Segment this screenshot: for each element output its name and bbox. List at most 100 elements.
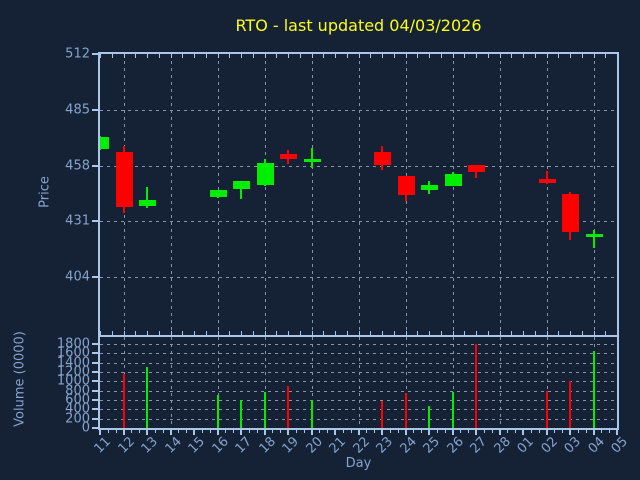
- top-minor-tick: [547, 54, 548, 58]
- x-tick-label: 14: [162, 434, 185, 457]
- candle-body: [444, 173, 462, 187]
- boundary-minor-tick: [500, 331, 501, 335]
- volume-tick: [92, 417, 98, 420]
- horizontal-gridline: [100, 391, 617, 392]
- x-tick-label: 01: [514, 434, 537, 457]
- vertical-gridline: [218, 337, 219, 428]
- boundary-minor-tick: [112, 331, 113, 335]
- top-minor-tick: [464, 54, 465, 58]
- x-tick: [569, 430, 571, 435]
- x-tick-label: 28: [491, 434, 514, 457]
- boundary-minor-tick: [335, 331, 336, 335]
- chart-title: RTO - last updated 04/03/2026: [235, 16, 482, 35]
- x-tick-label: 26: [444, 434, 467, 457]
- x-minor-tick: [178, 430, 180, 433]
- volume-bar: [428, 405, 430, 428]
- boundary-minor-tick: [276, 331, 277, 335]
- x-tick: [404, 430, 407, 435]
- x-tick: [451, 430, 454, 435]
- top-minor-tick: [570, 54, 571, 58]
- x-minor-tick: [366, 430, 368, 433]
- horizontal-gridline: [100, 400, 617, 401]
- top-minor-tick: [206, 54, 207, 58]
- top-minor-tick: [229, 54, 230, 58]
- top-minor-tick: [453, 54, 454, 58]
- volume-tick-label: 400: [65, 401, 90, 417]
- candle-body: [233, 181, 250, 190]
- boundary-minor-tick: [135, 331, 136, 335]
- x-minor-tick: [421, 430, 423, 433]
- x-minor-tick: [342, 430, 344, 433]
- top-minor-tick: [182, 54, 183, 58]
- x-tick-label: 27: [467, 434, 490, 457]
- x-tick-label: 11: [91, 434, 114, 457]
- x-minor-tick: [507, 430, 509, 433]
- x-tick: [522, 430, 524, 435]
- candle-wick: [240, 181, 242, 199]
- x-minor-tick: [374, 430, 376, 433]
- top-minor-tick: [194, 54, 195, 58]
- x-minor-tick: [609, 430, 611, 433]
- boundary-minor-tick: [323, 331, 324, 335]
- vertical-gridline: [453, 337, 454, 428]
- x-tick-label: 19: [279, 434, 302, 457]
- x-minor-tick: [538, 430, 540, 433]
- x-minor-tick: [248, 430, 250, 433]
- x-minor-tick: [444, 430, 446, 433]
- volume-bar: [263, 391, 266, 428]
- boundary-minor-tick: [265, 331, 266, 335]
- volume-tick-label: 1800: [56, 336, 90, 352]
- boundary-minor-tick: [347, 331, 348, 335]
- x-minor-tick: [225, 430, 227, 433]
- x-minor-tick: [295, 430, 297, 433]
- boundary-minor-tick: [194, 331, 195, 335]
- x-tick-label: 25: [420, 434, 443, 457]
- price-tick: [92, 164, 98, 167]
- x-tick-label: 12: [115, 434, 138, 457]
- top-minor-tick: [265, 54, 266, 58]
- x-tick: [475, 430, 477, 435]
- x-tick: [240, 430, 242, 435]
- price-panel: [98, 52, 619, 337]
- top-minor-tick: [594, 54, 595, 58]
- candle-body: [100, 136, 109, 150]
- boundary-minor-tick: [464, 331, 465, 335]
- boundary-minor-tick: [370, 331, 371, 335]
- x-tick-label: 23: [373, 434, 396, 457]
- x-minor-tick: [139, 430, 141, 433]
- x-tick-label: 21: [326, 434, 349, 457]
- top-minor-tick: [535, 54, 536, 58]
- top-minor-tick: [323, 54, 324, 58]
- vertical-gridline: [312, 337, 313, 428]
- horizontal-gridline: [100, 166, 617, 167]
- top-minor-tick: [582, 54, 583, 58]
- boundary-minor-tick: [558, 331, 559, 335]
- volume-tick: [92, 389, 98, 392]
- boundary-minor-tick: [594, 331, 595, 335]
- volume-bar: [310, 400, 313, 428]
- volume-panel: [98, 337, 619, 430]
- volume-tick-label: 1200: [56, 364, 90, 380]
- candle-body: [538, 179, 556, 184]
- volume-tick: [92, 343, 98, 345]
- top-minor-tick: [500, 54, 501, 58]
- x-minor-tick: [272, 430, 274, 433]
- x-tick-label: 16: [209, 434, 232, 457]
- x-tick: [498, 430, 501, 435]
- vertical-gridline: [453, 54, 454, 335]
- top-minor-tick: [476, 54, 477, 58]
- x-minor-tick: [562, 430, 564, 433]
- volume-tick-label: 0: [81, 420, 90, 436]
- x-tick: [99, 430, 101, 435]
- vertical-gridline: [171, 54, 172, 335]
- x-tick: [146, 430, 148, 435]
- boundary-minor-tick: [100, 331, 101, 335]
- x-tick-label: 13: [138, 434, 161, 457]
- horizontal-gridline: [100, 353, 617, 354]
- volume-bar: [122, 374, 125, 428]
- candle-body: [585, 233, 603, 237]
- x-minor-tick: [577, 430, 579, 433]
- top-minor-tick: [441, 54, 442, 58]
- price-tick-label: 431: [65, 213, 90, 229]
